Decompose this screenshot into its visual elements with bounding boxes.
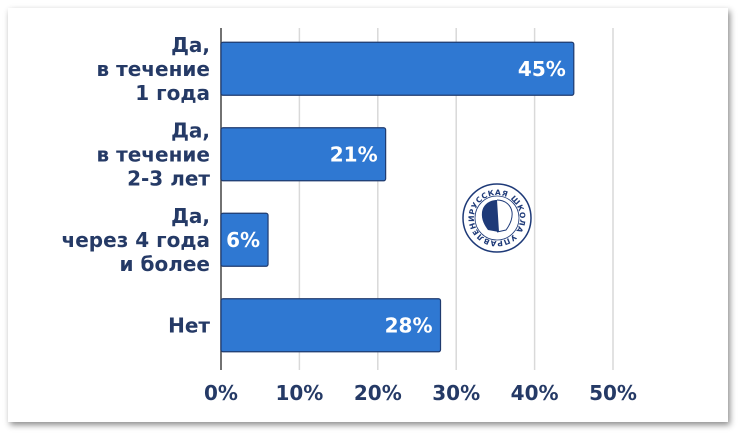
svg-text:РУССКАЯ ШКОЛА УПРАВЛЕНИЯ: РУССКАЯ ШКОЛА УПРАВЛЕНИЯ (0, 0, 527, 248)
bar (220, 212, 269, 267)
x-tick-label: 20% (354, 381, 402, 405)
category-label: в течение (97, 142, 210, 166)
x-tick-label: 50% (589, 381, 637, 405)
category-label: Да, (171, 118, 210, 142)
bar (220, 298, 442, 353)
category-label: в течение (97, 57, 210, 81)
bar (220, 127, 387, 182)
bar (220, 41, 575, 96)
category-label: Да, (171, 33, 210, 57)
x-tick-label: 10% (275, 381, 323, 405)
data-label: 28% (385, 313, 433, 337)
data-label: 21% (330, 142, 378, 166)
category-label: 1 года (135, 81, 210, 105)
data-label: 45% (518, 57, 566, 81)
category-label: Да, (171, 204, 210, 228)
x-tick-label: 30% (432, 381, 480, 405)
x-tick-label: 0% (204, 381, 238, 405)
category-label: Нет (168, 313, 210, 337)
category-label: 2-3 лет (127, 166, 210, 190)
data-label: 6% (226, 228, 260, 252)
x-tick-label: 40% (511, 381, 559, 405)
category-label: через 4 года (62, 228, 210, 252)
category-label: и более (120, 252, 210, 276)
